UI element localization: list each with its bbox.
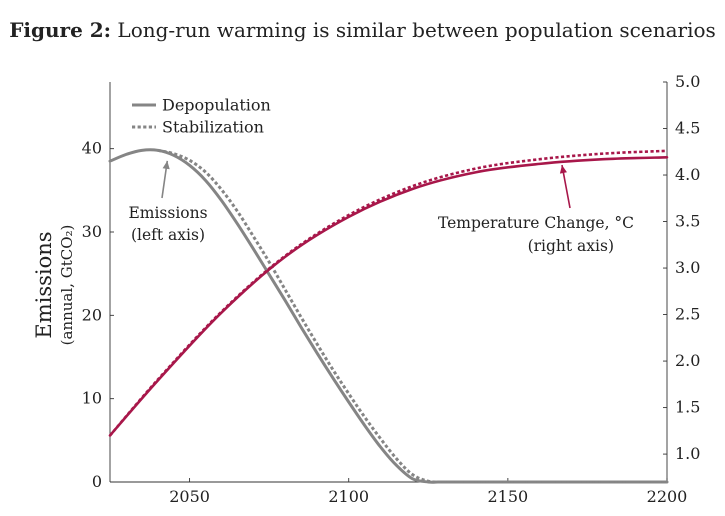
x-tick-label: 2100 [328, 487, 369, 506]
y-left-tick-label: 30 [82, 222, 102, 241]
y-right-tick-label: 4.0 [675, 165, 700, 184]
x-tick-label: 2200 [647, 487, 688, 506]
annotation-arrow-temperature-head [559, 165, 567, 174]
series-line-temperature-dotted [109, 149, 668, 437]
series-line-temperature-solid [108, 156, 669, 437]
series-layer [108, 148, 669, 484]
x-tick-label: 2050 [169, 487, 210, 506]
y-left-tick-label: 40 [82, 139, 102, 158]
figure-label: Figure 2: [9, 18, 112, 42]
legend-label: Depopulation [162, 96, 271, 115]
y-left-tick-label: 0 [92, 472, 102, 491]
y-right-tick-label: 4.5 [675, 119, 700, 138]
y-right-tick-label: 1.5 [675, 398, 700, 417]
annotation-emissions-text: Emissions [128, 204, 207, 222]
annotations: Emissions (left axis) Temperature Change, … [128, 160, 634, 255]
y-right-tick-label: 3.0 [675, 258, 700, 277]
y-axis-title: Emissions [32, 231, 56, 338]
y-right-tick-label: 5.0 [675, 72, 700, 91]
legend: Depopulation Stabilization [132, 96, 271, 137]
legend-label: Stabilization [162, 118, 264, 137]
y-axis-subtitle: (annual, GtCO₂) [58, 225, 76, 346]
y-right-tick-label: 1.0 [675, 444, 700, 463]
annotation-arrow-emissions-head [162, 160, 170, 170]
y-left-tick-label: 10 [82, 389, 102, 408]
y-right-tick-label: 2.0 [675, 351, 700, 370]
y-right-tick-label: 3.5 [675, 212, 700, 231]
y-left-tick-label: 20 [82, 305, 102, 324]
axes: 2050 2100 2150 2200 0 10 20 30 40 1.0 1.5 2.0 2.5 3.0… [82, 72, 701, 506]
figure-caption: Long-run warming is similar between popu… [117, 18, 716, 42]
annotation-temperature-text: (right axis) [528, 237, 614, 255]
annotation-emissions-text: (left axis) [131, 226, 205, 244]
figure-title: Figure 2: Long-run warming is similar be… [0, 18, 725, 42]
annotation-temperature-text: Temperature Change, °C [438, 214, 634, 232]
series-line-emissions-solid [108, 148, 669, 484]
series-line-emissions-dotted [157, 148, 667, 484]
x-tick-label: 2150 [487, 487, 528, 506]
y-axis-label: Emissions (annual, GtCO₂) [32, 225, 76, 346]
y-right-tick-label: 2.5 [675, 305, 700, 324]
